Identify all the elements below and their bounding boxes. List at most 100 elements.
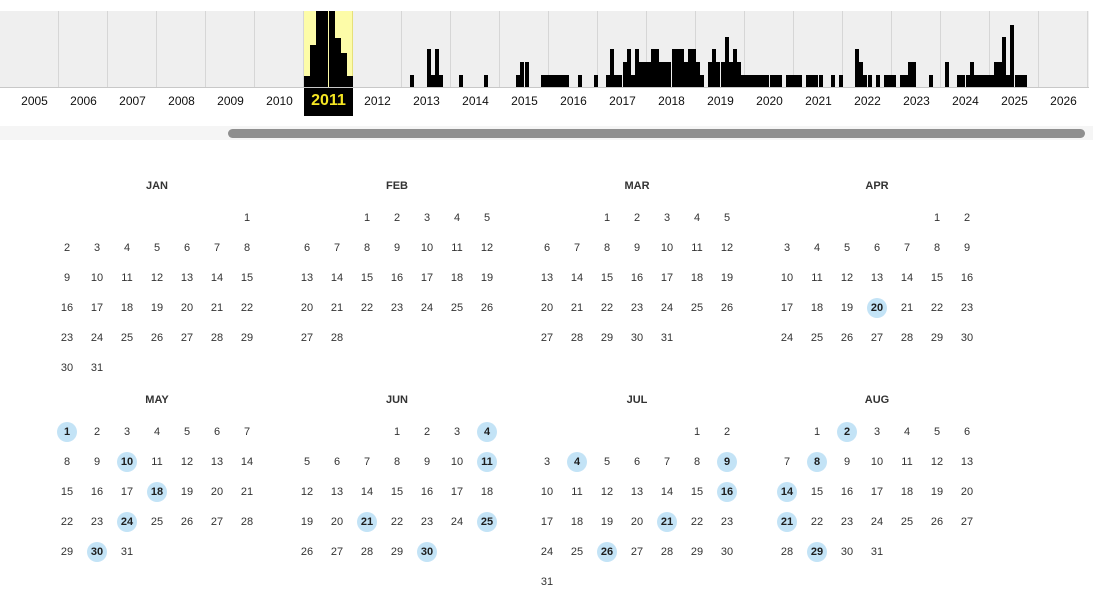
capture-bar (887, 75, 892, 87)
year-label-2023[interactable]: 2023 (903, 94, 930, 108)
snapshot-day[interactable]: 26 (597, 542, 617, 562)
sparkline-year-2014[interactable] (451, 11, 500, 87)
year-label-2005[interactable]: 2005 (21, 94, 48, 108)
sparkline-year-2024[interactable] (941, 11, 990, 87)
calendar-day: 16 (840, 486, 854, 498)
calendar-day: 25 (450, 302, 464, 314)
snapshot-day[interactable]: 24 (117, 512, 137, 532)
sparkline-year-2006[interactable] (59, 11, 108, 87)
year-label-2017[interactable]: 2017 (609, 94, 636, 108)
snapshot-day[interactable]: 30 (87, 542, 107, 562)
sparkline-year-2019[interactable] (696, 11, 745, 87)
sparkline-year-2008[interactable] (157, 11, 206, 87)
year-label-2009[interactable]: 2009 (217, 94, 244, 108)
capture-bar (777, 75, 782, 87)
snapshot-day[interactable]: 2 (837, 422, 857, 442)
year-label-2024[interactable]: 2024 (952, 94, 979, 108)
snapshot-day[interactable]: 18 (147, 482, 167, 502)
sparkline-year-2016[interactable] (549, 11, 598, 87)
year-label-2010[interactable]: 2010 (266, 94, 293, 108)
snapshot-day[interactable]: 10 (117, 452, 137, 472)
sparkline-year-2013[interactable] (402, 11, 451, 87)
calendar-day: 19 (150, 302, 164, 314)
calendar-day: 1 (243, 212, 251, 224)
year-label-2011[interactable]: 2011 (304, 88, 353, 116)
year-label-2026[interactable]: 2026 (1050, 94, 1077, 108)
calendar-day: 14 (900, 272, 914, 284)
sparkline-year-2025[interactable] (990, 11, 1039, 87)
calendar-day: 20 (540, 302, 554, 314)
sparkline-year-2020[interactable] (745, 11, 794, 87)
snapshot-day[interactable]: 21 (357, 512, 377, 532)
year-label-2014[interactable]: 2014 (462, 94, 489, 108)
calendar-day: 7 (663, 456, 671, 468)
sparkline-year-2005[interactable] (10, 11, 59, 87)
sparkline-year-2012[interactable] (353, 11, 402, 87)
snapshot-day[interactable]: 14 (777, 482, 797, 502)
calendar-day: 18 (450, 272, 464, 284)
snapshot-day[interactable]: 1 (57, 422, 77, 442)
capture-bar (346, 76, 353, 87)
year-label-2022[interactable]: 2022 (854, 94, 881, 108)
snapshot-day[interactable]: 25 (477, 512, 497, 532)
sparkline-year-2022[interactable] (843, 11, 892, 87)
year-label-2007[interactable]: 2007 (119, 94, 146, 108)
sparkline-year-2015[interactable] (500, 11, 549, 87)
snapshot-day[interactable]: 30 (417, 542, 437, 562)
calendar-day: 17 (420, 272, 434, 284)
year-label-2012[interactable]: 2012 (364, 94, 391, 108)
calendar-day: 22 (810, 516, 824, 528)
capture-bar (904, 75, 909, 87)
timeline-scrollbar-thumb[interactable] (228, 129, 1085, 138)
calendar-day: 6 (333, 456, 341, 468)
snapshot-day[interactable]: 4 (477, 422, 497, 442)
calendar-day: 28 (780, 546, 794, 558)
calendar-day: 13 (870, 272, 884, 284)
snapshot-day[interactable]: 29 (807, 542, 827, 562)
snapshot-day[interactable]: 21 (777, 512, 797, 532)
snapshot-day[interactable]: 21 (657, 512, 677, 532)
year-label-2006[interactable]: 2006 (70, 94, 97, 108)
calendar-day: 17 (660, 272, 674, 284)
calendar-day: 25 (150, 516, 164, 528)
snapshot-day[interactable]: 20 (867, 298, 887, 318)
year-label-2013[interactable]: 2013 (413, 94, 440, 108)
capture-bar (712, 49, 717, 87)
calendar-day: 29 (690, 546, 704, 558)
calendar-day: 25 (690, 302, 704, 314)
calendar-day: 2 (93, 426, 101, 438)
calendar-day: 15 (360, 272, 374, 284)
snapshot-day[interactable]: 11 (477, 452, 497, 472)
year-label-2019[interactable]: 2019 (707, 94, 734, 108)
calendar-day: 17 (780, 302, 794, 314)
sparkline-year-2026[interactable] (1039, 11, 1088, 87)
year-label-2020[interactable]: 2020 (756, 94, 783, 108)
year-label-2015[interactable]: 2015 (511, 94, 538, 108)
sparkline-year-2007[interactable] (108, 11, 157, 87)
calendar-day: 10 (90, 272, 104, 284)
snapshot-day[interactable]: 9 (717, 452, 737, 472)
calendar-day: 12 (150, 272, 164, 284)
year-label-2008[interactable]: 2008 (168, 94, 195, 108)
year-label-2025[interactable]: 2025 (1001, 94, 1028, 108)
sparkline-year-2009[interactable] (206, 11, 255, 87)
capture-bar (794, 75, 798, 87)
calendar-day: 3 (873, 426, 881, 438)
sparkline-year-2017[interactable] (598, 11, 647, 87)
capture-sparkline[interactable] (0, 11, 1089, 88)
capture-bar (761, 75, 766, 87)
calendar-day: 18 (900, 486, 914, 498)
year-label-2016[interactable]: 2016 (560, 94, 587, 108)
calendar-day: 11 (121, 272, 133, 284)
snapshot-day[interactable]: 4 (567, 452, 587, 472)
year-label-2018[interactable]: 2018 (658, 94, 685, 108)
calendar-day: 21 (900, 302, 914, 314)
sparkline-year-2023[interactable] (892, 11, 941, 87)
snapshot-day[interactable]: 8 (807, 452, 827, 472)
sparkline-year-2021[interactable] (794, 11, 843, 87)
calendar-day: 30 (720, 546, 734, 558)
snapshot-day[interactable]: 16 (717, 482, 737, 502)
sparkline-year-2010[interactable] (255, 11, 304, 87)
calendar-day: 5 (153, 242, 161, 254)
year-label-2021[interactable]: 2021 (805, 94, 832, 108)
